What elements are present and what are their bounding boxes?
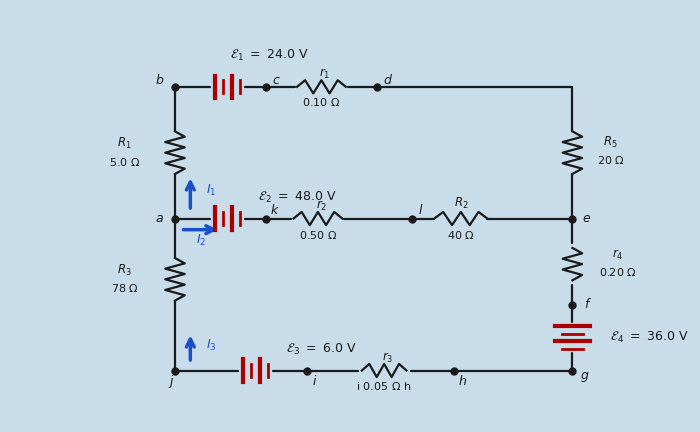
Text: h: h <box>458 375 466 388</box>
Text: $r_4$: $r_4$ <box>612 248 624 262</box>
Text: i: i <box>313 375 316 388</box>
Text: $R_3$: $R_3$ <box>118 263 132 278</box>
Text: $40\ \Omega$: $40\ \Omega$ <box>447 229 475 241</box>
Text: $0.50\ \Omega$: $0.50\ \Omega$ <box>299 229 337 241</box>
Text: $0.10\ \Omega$: $0.10\ \Omega$ <box>302 96 341 108</box>
Text: $\mathcal{E}_3\ =\ 6.0\ \mathrm{V}$: $\mathcal{E}_3\ =\ 6.0\ \mathrm{V}$ <box>286 342 357 357</box>
Text: k: k <box>270 204 278 217</box>
Text: $78\ \Omega$: $78\ \Omega$ <box>111 283 139 295</box>
Text: $r_1$: $r_1$ <box>319 67 330 81</box>
Text: $R_2$: $R_2$ <box>454 196 468 211</box>
Text: $I_1$: $I_1$ <box>206 183 216 198</box>
Text: $0.20\ \Omega$: $0.20\ \Omega$ <box>598 266 636 278</box>
Text: $5.0\ \Omega$: $5.0\ \Omega$ <box>109 156 141 168</box>
Text: $\mathcal{E}_4\ =\ 36.0\ \mathrm{V}$: $\mathcal{E}_4\ =\ 36.0\ \mathrm{V}$ <box>610 330 689 345</box>
Text: $R_5$: $R_5$ <box>603 135 618 150</box>
Text: g: g <box>581 369 589 382</box>
Text: $r_2$: $r_2$ <box>316 199 327 213</box>
Text: e: e <box>582 212 590 225</box>
Text: $I_2$: $I_2$ <box>196 233 206 248</box>
Text: b: b <box>155 74 164 87</box>
Text: c: c <box>273 74 279 87</box>
Text: d: d <box>384 74 391 87</box>
Text: $20\ \Omega$: $20\ \Omega$ <box>597 154 624 166</box>
Text: a: a <box>156 212 164 225</box>
Text: $\mathcal{E}_2\ =\ 48.0\ \mathrm{V}$: $\mathcal{E}_2\ =\ 48.0\ \mathrm{V}$ <box>258 190 337 205</box>
Text: $\mathrm{i}\ 0.05\ \Omega\ \mathrm{h}$: $\mathrm{i}\ 0.05\ \Omega\ \mathrm{h}$ <box>356 380 412 392</box>
Text: $r_3$: $r_3$ <box>382 351 393 365</box>
Text: l: l <box>419 204 422 217</box>
Text: $R_1$: $R_1$ <box>118 136 132 151</box>
Text: $\mathcal{E}_1\ =\ 24.0\ \mathrm{V}$: $\mathcal{E}_1\ =\ 24.0\ \mathrm{V}$ <box>230 48 309 63</box>
Text: $I_3$: $I_3$ <box>206 338 216 353</box>
Text: j: j <box>170 375 174 388</box>
Text: f: f <box>584 298 589 311</box>
